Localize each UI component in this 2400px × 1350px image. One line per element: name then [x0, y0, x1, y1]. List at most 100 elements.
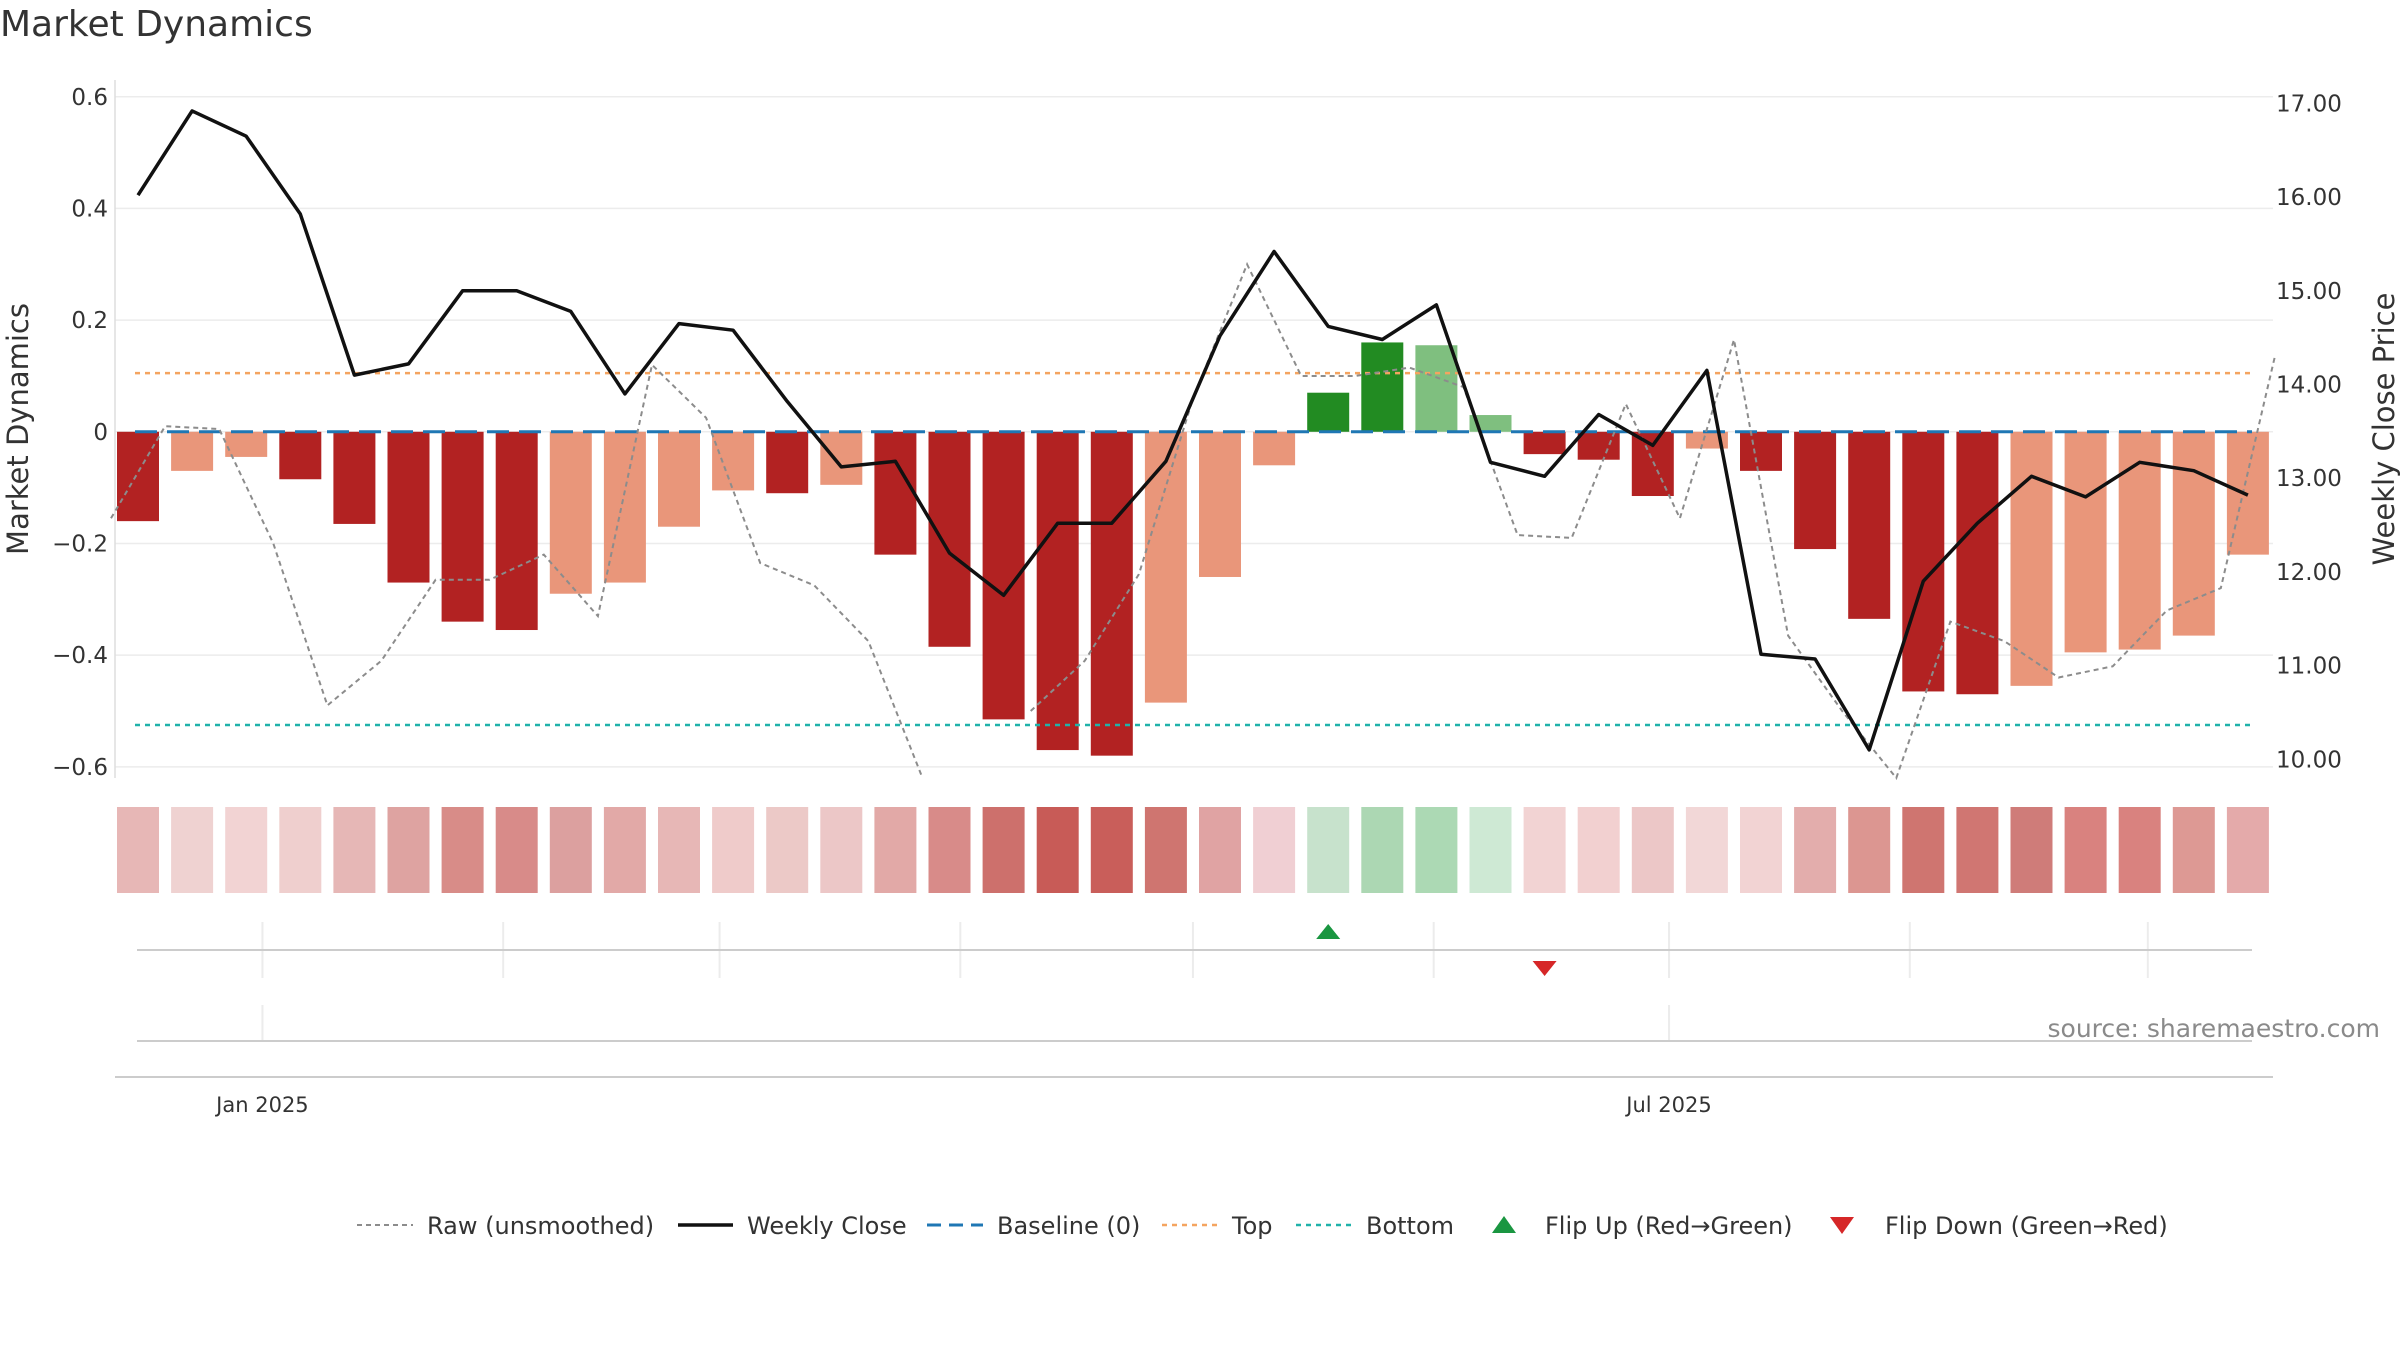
dynamics-bars	[117, 342, 2269, 756]
dynamics-bar	[117, 431, 159, 522]
dynamics-bar	[1956, 431, 1999, 695]
y-tick-right: 14.00	[2276, 372, 2342, 398]
dynamics-bar	[2118, 431, 2161, 650]
y-tick-left: −0.2	[52, 531, 108, 557]
heat-cell	[1577, 807, 1620, 893]
weekly-close-line	[136, 109, 2249, 752]
heat-cell	[1415, 807, 1458, 893]
y-tick-right: 15.00	[2276, 279, 2342, 305]
dynamics-bar	[1144, 431, 1187, 703]
dynamics-bar	[1685, 431, 1728, 449]
heat-cell	[2010, 807, 2053, 893]
dynamics-bar	[1415, 345, 1458, 432]
dynamics-bar	[279, 431, 322, 480]
y-tick-right: 10.00	[2276, 747, 2342, 773]
y-tick-left: −0.6	[52, 755, 108, 781]
legend-top-label: Top	[1231, 1212, 1273, 1240]
heat-cell	[1631, 807, 1674, 893]
dynamics-bar	[1740, 431, 1782, 471]
dynamics-bar	[2010, 431, 2053, 686]
dynamics-bar	[495, 431, 538, 631]
dynamics-bar	[766, 431, 809, 494]
heat-cell	[1956, 807, 1999, 893]
dynamics-bar	[441, 431, 484, 622]
heat-cell	[2226, 807, 2269, 893]
legend-bottom-label: Bottom	[1366, 1212, 1454, 1240]
heat-cell	[712, 807, 755, 893]
flip-markers	[1316, 924, 1557, 976]
dynamics-bar	[1253, 431, 1296, 466]
heat-cell	[225, 807, 268, 893]
heat-cell	[1794, 807, 1837, 893]
axes	[114, 80, 2273, 1078]
dynamics-bar	[225, 431, 268, 457]
dynamics-bar	[603, 431, 646, 583]
heat-cell	[1253, 807, 1296, 893]
flip-up-marker	[1316, 924, 1341, 939]
heat-cell	[766, 807, 809, 893]
heat-cell	[1307, 807, 1350, 893]
dynamics-bar	[1361, 342, 1404, 432]
legend-flip-up-label: Flip Up (Red→Green)	[1545, 1212, 1793, 1240]
dynamics-bar	[1090, 431, 1133, 756]
heat-cell	[874, 807, 917, 893]
heat-cell	[387, 807, 430, 893]
y-tick-right: 13.00	[2276, 466, 2342, 492]
raw-line	[1030, 261, 2276, 781]
dynamics-bar	[171, 431, 214, 471]
y-axis-title-right: Weekly Close Price	[2367, 293, 2400, 566]
legend-flip-down-label: Flip Down (Green→Red)	[1885, 1212, 2168, 1240]
heat-cell	[1469, 807, 1512, 893]
y-tick-right: 11.00	[2276, 654, 2342, 680]
dynamics-bar	[1199, 431, 1241, 577]
heat-cell	[1090, 807, 1133, 893]
source-note: source: sharemaestro.com	[2047, 1014, 2381, 1043]
dynamics-bar	[1036, 431, 1079, 751]
heat-cell	[1523, 807, 1566, 893]
dynamics-bar	[1307, 392, 1350, 432]
heat-cell	[2064, 807, 2107, 893]
heat-cell	[658, 807, 700, 893]
dynamics-bar	[549, 431, 592, 594]
y-tick-left: 0.2	[71, 308, 108, 334]
heat-cell	[1685, 807, 1728, 893]
heat-cell	[117, 807, 159, 893]
gridlines	[115, 96, 2273, 1040]
heat-cell	[441, 807, 484, 893]
heat-cell	[2172, 807, 2215, 893]
x-tick-label: Jan 2025	[214, 1093, 309, 1117]
dynamics-bar	[820, 431, 863, 485]
dynamics-bar	[387, 431, 430, 583]
y-tick-left: 0.6	[71, 85, 108, 111]
heat-cell	[279, 807, 322, 893]
dynamics-bar	[1794, 431, 1837, 550]
y-tick-left: 0.4	[71, 196, 108, 222]
dynamics-bar	[1523, 431, 1566, 455]
dynamics-bar	[1631, 431, 1674, 497]
y-tick-right: 16.00	[2276, 185, 2342, 211]
dynamics-bar	[658, 431, 700, 527]
heat-strip	[117, 807, 2269, 893]
heat-cell	[820, 807, 863, 893]
dynamics-bar	[1848, 431, 1891, 619]
y-tick-right: 17.00	[2276, 91, 2342, 117]
heat-cell	[2118, 807, 2161, 893]
heat-cell	[495, 807, 538, 893]
heat-cell	[1199, 807, 1241, 893]
chart-title: Market Dynamics	[0, 4, 313, 45]
reference-lines	[135, 371, 2252, 727]
heat-cell	[1036, 807, 1079, 893]
legend: Raw (unsmoothed) Weekly Close Baseline (0)…	[357, 1212, 2168, 1240]
tick-labels: 0.6 0.4 0.2 0 −0.2 −0.4 −0.6 17.00 16.00 15.00 14.…	[1, 85, 2400, 1117]
dynamics-bar	[2172, 431, 2215, 636]
heat-cell	[549, 807, 592, 893]
dynamics-bar	[928, 431, 971, 647]
dynamics-bar	[1902, 431, 1945, 692]
flip-down-marker	[1532, 961, 1557, 976]
heat-cell	[1902, 807, 1945, 893]
y-tick-left: 0	[93, 420, 108, 446]
legend-flip-up-icon	[1492, 1216, 1516, 1233]
heat-cell	[1740, 807, 1782, 893]
series-lines	[110, 109, 2276, 781]
